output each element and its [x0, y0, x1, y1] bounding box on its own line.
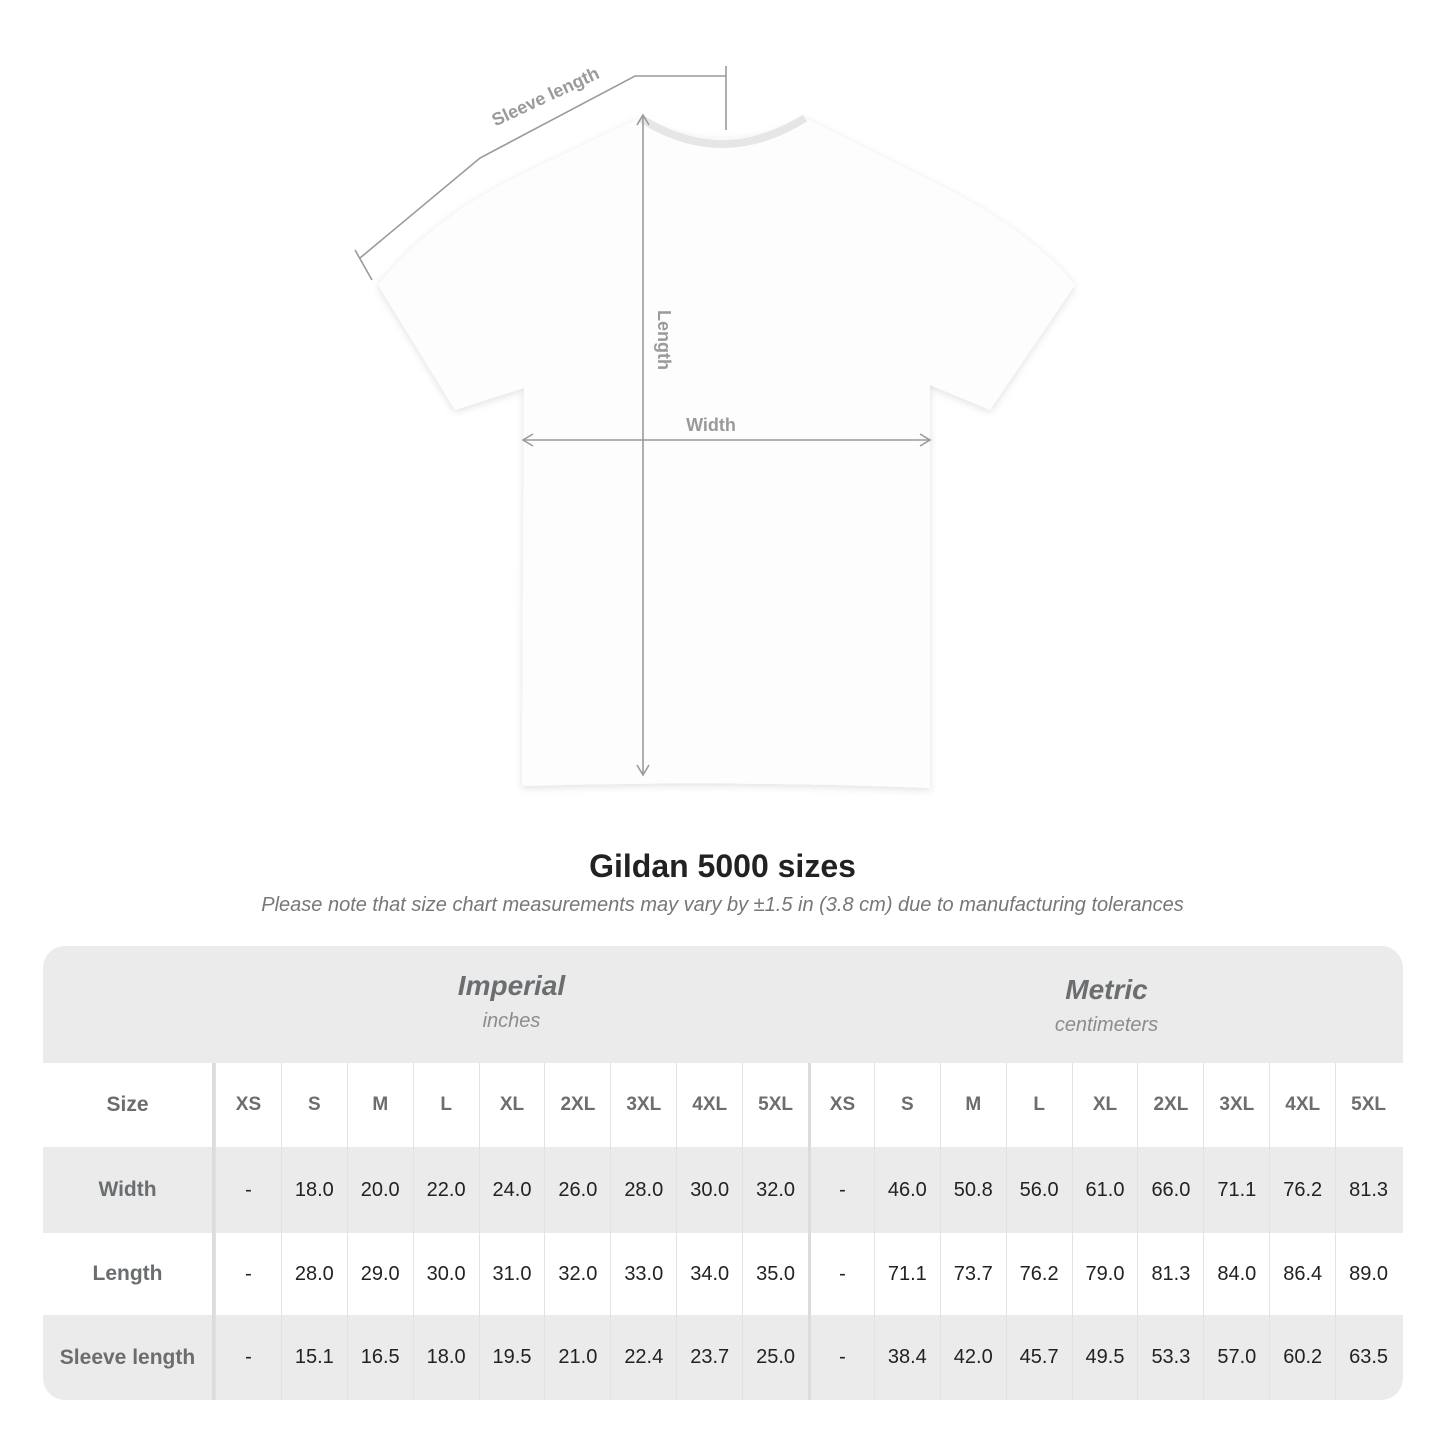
- metric-value-cell: 71.1: [873, 1233, 940, 1315]
- metric-value-cell: -: [808, 1147, 874, 1233]
- size-column-header: M: [346, 1063, 413, 1147]
- metric-value-cell: -: [808, 1233, 874, 1315]
- imperial-header: Imperial inches: [215, 970, 808, 1033]
- size-column-header: 5XL: [742, 1063, 808, 1147]
- imperial-value-cell: 35.0: [742, 1233, 808, 1315]
- metric-value-cell: 76.2: [1005, 1233, 1072, 1315]
- metric-value-cell: 60.2: [1269, 1315, 1335, 1400]
- imperial-value-cell: 32.0: [742, 1147, 808, 1233]
- metric-value-cell: 86.4: [1269, 1233, 1335, 1315]
- size-column-header: XS: [808, 1063, 874, 1147]
- imperial-value-cell: -: [215, 1147, 281, 1233]
- row-label: Length: [43, 1233, 215, 1315]
- table-row: Length -28.0 29.0 30.0 31.0 32.0 33.0 34.0 35.0-…: [43, 1233, 1403, 1315]
- metric-value-cell: 61.0: [1071, 1147, 1138, 1233]
- imperial-value-cell: 30.0: [676, 1147, 742, 1233]
- size-column-header: XS: [215, 1063, 281, 1147]
- metric-value-cell: 46.0: [873, 1147, 940, 1233]
- imperial-value-cell: 26.0: [544, 1147, 610, 1233]
- sleeve-length-label: Sleeve length: [489, 63, 603, 130]
- metric-value-cell: 49.5: [1071, 1315, 1138, 1400]
- metric-unit: centimeters: [1054, 1014, 1159, 1036]
- page-title: Gildan 5000 sizes: [589, 848, 856, 884]
- imperial-value-cell: 22.0: [412, 1147, 479, 1233]
- imperial-value-cell: 25.0: [742, 1315, 808, 1400]
- metric-value-cell: 89.0: [1335, 1233, 1401, 1315]
- size-column-header: L: [412, 1063, 479, 1147]
- size-header-label: Size: [43, 1063, 215, 1147]
- metric-value-cell: 63.5: [1335, 1315, 1401, 1400]
- imperial-title: Imperial: [457, 970, 566, 1001]
- imperial-value-cell: 31.0: [478, 1233, 545, 1315]
- size-column-header: 2XL: [544, 1063, 610, 1147]
- tolerance-note: Please note that size chart measurements…: [261, 894, 1184, 916]
- table-row: Sleeve length -15.1 16.5 18.0 19.5 21.0 22.4 23…: [43, 1315, 1403, 1400]
- size-column-header: 5XL: [1335, 1063, 1401, 1147]
- size-column-header: M: [939, 1063, 1006, 1147]
- tshirt-shape: [378, 118, 1075, 788]
- metric-value-cell: 38.4: [873, 1315, 940, 1400]
- imperial-unit: inches: [482, 1010, 541, 1032]
- table-row: Width -18.0 20.0 22.0 24.0 26.0 28.0 30.0 32.0-4…: [43, 1147, 1403, 1233]
- imperial-value-cell: 24.0: [478, 1147, 545, 1233]
- imperial-value-cell: 33.0: [610, 1233, 676, 1315]
- imperial-value-cell: 22.4: [610, 1315, 676, 1400]
- imperial-value-cell: -: [215, 1233, 281, 1315]
- imperial-value-cell: 15.1: [280, 1315, 347, 1400]
- size-column-header: XL: [1071, 1063, 1138, 1147]
- metric-value-cell: 76.2: [1269, 1147, 1335, 1233]
- tshirt-diagram: Sleeve length Length Width: [354, 63, 1075, 788]
- size-column-header: 3XL: [610, 1063, 676, 1147]
- imperial-value-cell: 18.0: [280, 1147, 347, 1233]
- imperial-value-cell: -: [215, 1315, 281, 1400]
- imperial-value-cell: 30.0: [412, 1233, 479, 1315]
- imperial-value-cell: 20.0: [346, 1147, 413, 1233]
- imperial-value-cell: 34.0: [676, 1233, 742, 1315]
- metric-value-cell: 66.0: [1137, 1147, 1203, 1233]
- metric-value-cell: -: [808, 1315, 874, 1400]
- width-label: Width: [686, 415, 736, 435]
- metric-value-cell: 53.3: [1137, 1315, 1203, 1400]
- size-column-header: 4XL: [1269, 1063, 1335, 1147]
- metric-value-cell: 42.0: [939, 1315, 1006, 1400]
- metric-value-cell: 84.0: [1203, 1233, 1269, 1315]
- size-header-row: Size XS S M L XL 2XL 3XL 4XL 5XL XS S M L XL 2XL 3XL 4XL 5…: [43, 1063, 1403, 1147]
- metric-value-cell: 73.7: [939, 1233, 1006, 1315]
- imperial-value-cell: 19.5: [478, 1315, 545, 1400]
- row-label: Sleeve length: [43, 1315, 215, 1400]
- size-column-header: 4XL: [676, 1063, 742, 1147]
- metric-value-cell: 45.7: [1005, 1315, 1072, 1400]
- size-column-header: L: [1005, 1063, 1072, 1147]
- imperial-value-cell: 21.0: [544, 1315, 610, 1400]
- metric-value-cell: 79.0: [1071, 1233, 1138, 1315]
- metric-title: Metric: [1065, 974, 1148, 1005]
- imperial-value-cell: 18.0: [412, 1315, 479, 1400]
- imperial-value-cell: 29.0: [346, 1233, 413, 1315]
- unit-header-band: Imperial inches Metric centimeters: [43, 946, 1403, 1063]
- imperial-value-cell: 16.5: [346, 1315, 413, 1400]
- metric-value-cell: 81.3: [1137, 1233, 1203, 1315]
- metric-value-cell: 50.8: [939, 1147, 1006, 1233]
- metric-header: Metric centimeters: [810, 974, 1403, 1037]
- size-column-header: 3XL: [1203, 1063, 1269, 1147]
- length-label: Length: [654, 310, 674, 370]
- row-label: Width: [43, 1147, 215, 1233]
- metric-value-cell: 57.0: [1203, 1315, 1269, 1400]
- size-column-header: S: [873, 1063, 940, 1147]
- size-table: Imperial inches Metric centimeters Size X…: [43, 946, 1403, 1400]
- size-column-header: XL: [478, 1063, 545, 1147]
- metric-value-cell: 81.3: [1335, 1147, 1401, 1233]
- size-column-header: 2XL: [1137, 1063, 1203, 1147]
- imperial-value-cell: 32.0: [544, 1233, 610, 1315]
- imperial-value-cell: 28.0: [610, 1147, 676, 1233]
- size-column-header: S: [280, 1063, 347, 1147]
- imperial-value-cell: 28.0: [280, 1233, 347, 1315]
- imperial-value-cell: 23.7: [676, 1315, 742, 1400]
- metric-value-cell: 56.0: [1005, 1147, 1072, 1233]
- metric-value-cell: 71.1: [1203, 1147, 1269, 1233]
